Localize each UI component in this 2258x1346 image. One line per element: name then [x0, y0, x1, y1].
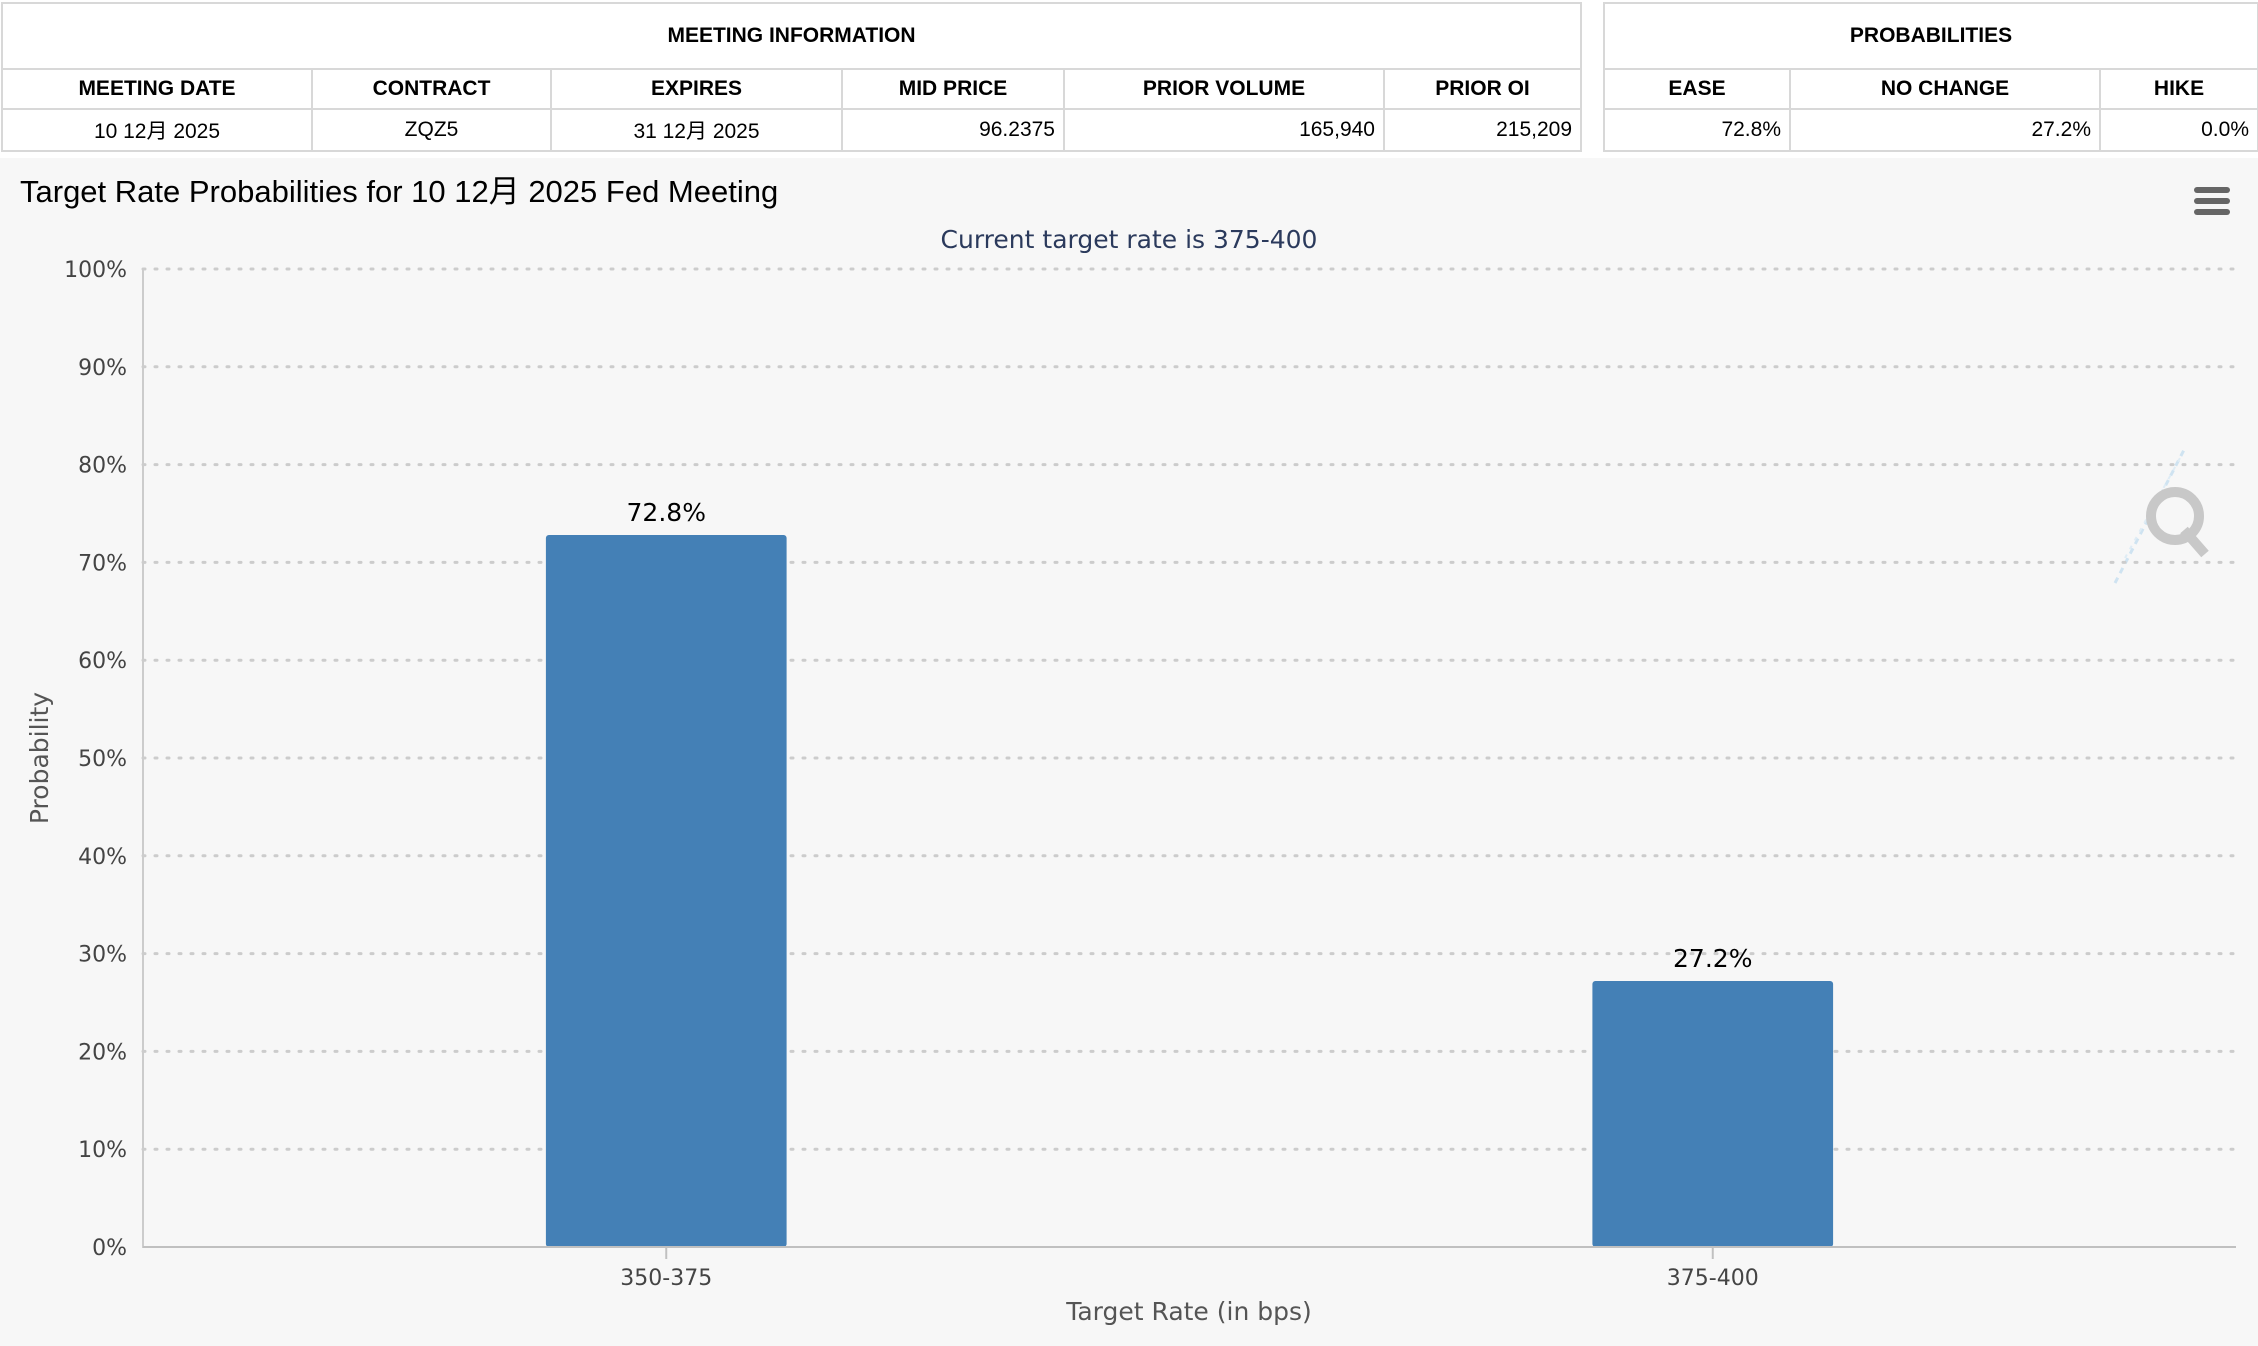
cell-prior-oi: 215,209	[1382, 108, 1583, 152]
y-axis-title: Probability	[25, 692, 54, 824]
col-ease: EASE	[1603, 68, 1791, 110]
probability-chart: Target Rate Probabilities for 10 12月 202…	[20, 174, 2238, 1326]
cell-ease: 72.8%	[1603, 108, 1791, 152]
col-contract: CONTRACT	[311, 68, 552, 110]
meeting-info-table: MEETING INFORMATION MEETING DATE CONTRAC…	[0, 2, 1583, 152]
cell-mid-price: 96.2375	[841, 108, 1065, 152]
col-expires: EXPIRES	[550, 68, 843, 110]
y-tick-label: 60%	[78, 649, 127, 674]
y-tick-label: 30%	[78, 943, 127, 968]
col-prior-oi: PRIOR OI	[1382, 68, 1583, 110]
y-tick-label: 40%	[78, 845, 127, 870]
col-hike: HIKE	[2099, 68, 2258, 110]
chart-subtitle: Current target rate is 375-400	[941, 225, 1318, 254]
chart-menu-button[interactable]	[2190, 182, 2234, 218]
y-tick-label: 50%	[78, 747, 127, 772]
y-tick-label: 70%	[78, 551, 127, 576]
y-tick-label: 100%	[64, 258, 127, 283]
y-tick-label: 20%	[78, 1040, 127, 1065]
probabilities-table: PROBABILITIES EASE NO CHANGE HIKE 72.8% …	[1603, 2, 2258, 152]
data-label: 72.8%	[627, 498, 706, 527]
bars	[545, 535, 1834, 1247]
cell-prior-volume: 165,940	[1063, 108, 1385, 152]
cell-meeting-date: 10 12月 2025	[1, 108, 313, 152]
grid-lines	[141, 267, 2238, 1151]
y-tick-label: 80%	[78, 454, 127, 479]
bar-350-375[interactable]	[545, 535, 787, 1247]
x-axis-ticks: 350-375 375-400	[620, 1247, 1759, 1291]
meeting-info-header: MEETING INFORMATION	[0, 2, 1583, 70]
y-tick-label: 10%	[78, 1138, 127, 1163]
bar-375-400[interactable]	[1592, 980, 1834, 1247]
cell-contract: ZQZ5	[311, 108, 552, 152]
probabilities-header: PROBABILITIES	[1603, 2, 2258, 70]
col-mid-price: MID PRICE	[841, 68, 1065, 110]
col-prior-volume: PRIOR VOLUME	[1063, 68, 1385, 110]
data-labels: 72.8% 27.2%	[627, 498, 1753, 973]
cell-no-change: 27.2%	[1789, 108, 2101, 152]
chart-title: Target Rate Probabilities for 10 12月 202…	[20, 174, 778, 209]
y-tick-label: 0%	[92, 1236, 127, 1261]
col-no-change: NO CHANGE	[1789, 68, 2101, 110]
chart-panel: Target Rate Probabilities for 10 12月 202…	[0, 158, 2258, 1346]
table-row: 10 12月 2025 ZQZ5 31 12月 2025 96.2375 165…	[1, 108, 1583, 152]
table-row: 72.8% 27.2% 0.0%	[1603, 108, 2258, 152]
x-tick-label: 350-375	[620, 1266, 712, 1291]
y-axis-ticks: 0% 10% 20% 30% 40% 50% 60% 70% 80% 90% 100%	[64, 258, 127, 1261]
q-logo-watermark-icon	[2113, 447, 2209, 584]
y-tick-label: 90%	[78, 356, 127, 381]
cell-hike: 0.0%	[2099, 108, 2258, 152]
x-tick-label: 375-400	[1667, 1266, 1759, 1291]
hamburger-menu-icon	[2194, 187, 2230, 193]
x-axis-title: Target Rate (in bps)	[1065, 1297, 1312, 1326]
col-meeting-date: MEETING DATE	[1, 68, 313, 110]
cell-expires: 31 12月 2025	[550, 108, 843, 152]
data-label: 27.2%	[1673, 944, 1752, 973]
